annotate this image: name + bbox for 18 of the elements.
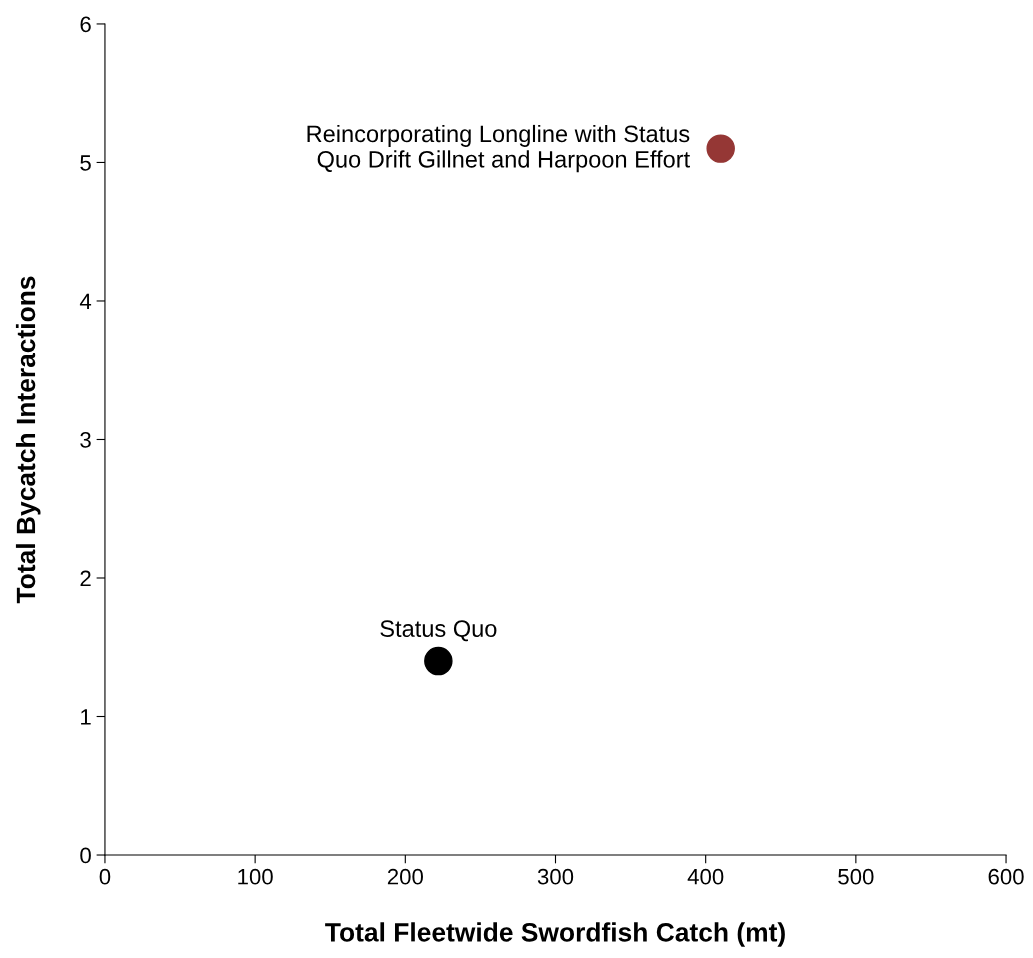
x-tick-label: 200 bbox=[387, 868, 423, 885]
y-tick-label: 6 bbox=[80, 16, 91, 33]
y-tick-label: 4 bbox=[79, 293, 92, 310]
y-tick-label: 1 bbox=[81, 709, 91, 725]
x-axis-title: Total Fleetwide Swordfish Catch (mt) bbox=[325, 922, 785, 947]
y-tick-label: 5 bbox=[80, 155, 91, 171]
x-tick-label: 0 bbox=[99, 868, 111, 885]
series-label: Reincorporating Longline with Status Quo Drift Gillnet and Harpoon Effort bbox=[307, 124, 690, 173]
y-tick-label: 3 bbox=[80, 432, 91, 448]
x-tick-label: 500 bbox=[838, 868, 874, 885]
x-tick-label: 100 bbox=[238, 868, 273, 885]
x-tick-label: 400 bbox=[687, 868, 724, 885]
y-tick-label: 2 bbox=[80, 570, 91, 587]
series-label: Status Quo bbox=[380, 620, 497, 642]
x-tick-label: 600 bbox=[988, 868, 1024, 885]
y-axis-title: Total Bycatch Interactions bbox=[15, 276, 41, 604]
x-tick-label: 300 bbox=[537, 868, 574, 885]
y-tick-label: 0 bbox=[80, 847, 91, 864]
